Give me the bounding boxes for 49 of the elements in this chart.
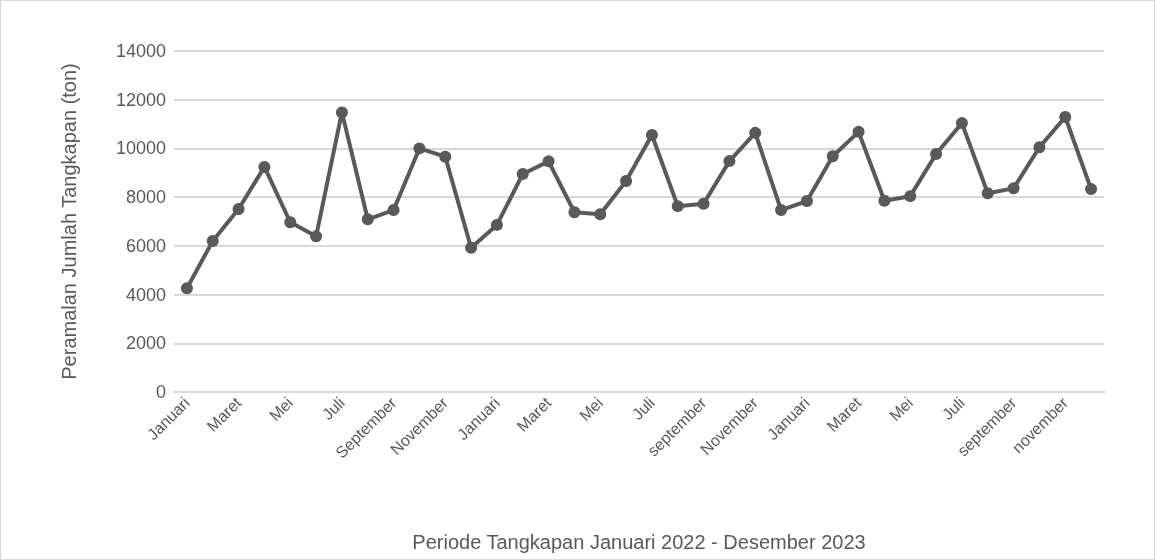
y-tick-label: 10000 [115,138,166,159]
y-tick-label: 0 [155,382,166,402]
x-tick-label: Mei [576,393,607,425]
point [1085,183,1098,196]
point [671,200,684,213]
point [258,160,271,173]
x-axis-title: Periode Tangkapan Januari 2022 - Desember 2023 [412,531,866,553]
point [206,234,219,247]
y-tick-label: 14000 [115,41,166,61]
point [387,204,400,217]
point [1007,182,1020,195]
point [439,150,452,163]
point [335,106,348,119]
point [568,206,581,219]
point [878,194,891,207]
point [1059,111,1072,123]
y-tick-label: 4000 [125,284,166,305]
point [800,195,813,208]
point [490,218,503,231]
point [542,155,555,168]
y-tick-label: 8000 [125,187,166,208]
x-tick-label: Mei [266,393,297,425]
y-tick-label: 12000 [115,89,166,110]
y-tick-label: 6000 [125,235,166,256]
point [826,150,839,163]
point [697,197,710,210]
point [930,148,943,161]
point [232,203,245,216]
point [749,126,762,139]
point [516,168,529,180]
point [723,155,736,168]
point [465,241,478,254]
y-tick-label: 2000 [125,333,166,354]
point [852,125,865,138]
point [1033,141,1046,154]
y-axis-title: Peramalan Jumlah Tangkapan (ton) [58,63,80,380]
point [981,187,994,200]
point [645,129,658,142]
point [775,204,788,217]
point [594,208,607,221]
point [310,230,323,243]
point [180,282,193,295]
point [620,175,633,188]
point [955,117,968,130]
point [904,190,917,203]
x-tick-label: Mei [886,393,917,425]
point [361,213,374,226]
point [413,142,426,155]
point [284,216,297,229]
